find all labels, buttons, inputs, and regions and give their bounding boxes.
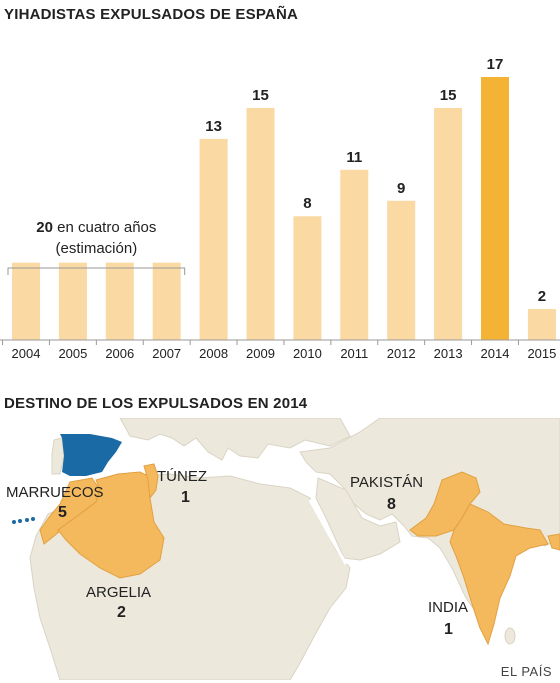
data-label-2011: 11 xyxy=(346,149,362,166)
tick-label-2013: 2013 xyxy=(434,346,463,361)
bar-2009 xyxy=(246,107,275,340)
data-label-2012: 9 xyxy=(397,180,405,197)
chart-title: YIHADISTAS EXPULSADOS DE ESPAÑA xyxy=(4,6,299,23)
data-label-2010: 8 xyxy=(303,195,311,212)
data-label-2014: 17 xyxy=(487,56,504,73)
bar-2013 xyxy=(434,107,463,340)
label-india-value: 1 xyxy=(444,621,453,638)
credit: EL PAÍS xyxy=(500,664,552,679)
data-label-2013: 15 xyxy=(440,87,457,104)
map: MARRUECOS 5 TÚNEZ 1 ARGELIA 2 PAKISTÁN 8… xyxy=(0,418,560,680)
red-sea xyxy=(308,499,348,565)
label-pakistan-name: PAKISTÁN xyxy=(350,474,423,491)
bar-2005 xyxy=(58,262,87,340)
tick-label-2008: 2008 xyxy=(199,346,228,361)
bar-2007 xyxy=(152,262,181,340)
data-label-2009: 15 xyxy=(252,87,269,104)
bar-2014 xyxy=(481,77,509,340)
data-label-2015: 2 xyxy=(538,288,546,305)
tick-label-2006: 2006 xyxy=(105,346,134,361)
label-tunez-value: 1 xyxy=(181,489,190,506)
bangladesh-shape xyxy=(547,533,560,551)
label-marruecos-name: MARRUECOS xyxy=(6,484,104,501)
tick-label-2014: 2014 xyxy=(481,346,510,361)
annotation-value: 20 xyxy=(36,219,53,236)
data-label-2008: 13 xyxy=(205,118,222,135)
label-tunez-name: TÚNEZ xyxy=(157,468,207,485)
india-shape xyxy=(449,503,549,646)
annotation-line2: (estimación) xyxy=(56,240,138,257)
tick-label-2005: 2005 xyxy=(58,346,87,361)
arabia xyxy=(315,477,401,561)
bar-2008 xyxy=(199,138,228,340)
tick-label-2015: 2015 xyxy=(527,346,556,361)
bar-2015 xyxy=(527,309,556,340)
bar-2012 xyxy=(387,200,416,340)
tunisia-shape xyxy=(143,463,159,500)
tick-label-2010: 2010 xyxy=(293,346,322,361)
map-labels: MARRUECOS 5 TÚNEZ 1 ARGELIA 2 PAKISTÁN 8… xyxy=(6,468,468,638)
tick-label-2012: 2012 xyxy=(387,346,416,361)
label-argelia-name: ARGELIA xyxy=(86,584,151,601)
annotation-bracket xyxy=(7,267,186,275)
map-title: DESTINO DE LOS EXPULSADOS EN 2014 xyxy=(4,395,308,412)
annotation-text: en cuatro años xyxy=(57,219,156,236)
spain-shape xyxy=(60,434,122,476)
bar-2006 xyxy=(105,262,134,340)
label-pakistan-value: 8 xyxy=(387,496,396,513)
canary-islands xyxy=(12,517,35,524)
bars-group: 13 15 8 11 9 15 17 2 xyxy=(12,56,556,340)
annotation-line1: 20 en cuatro años xyxy=(36,219,156,236)
label-india-name: INDIA xyxy=(428,599,468,616)
label-marruecos-value: 5 xyxy=(58,504,67,521)
tick-label-2007: 2007 xyxy=(152,346,181,361)
label-argelia-value: 2 xyxy=(117,604,126,621)
bar-2010 xyxy=(293,216,322,340)
tick-label-2004: 2004 xyxy=(12,346,41,361)
x-axis-ticks: 2004 2005 2006 2007 2008 2009 2010 2011 2012 2013… xyxy=(2,340,556,361)
bracket-line xyxy=(7,267,186,275)
tick-label-2011: 2011 xyxy=(340,346,368,361)
sri-lanka xyxy=(504,627,516,645)
bar-2004 xyxy=(12,262,40,340)
tick-label-2009: 2009 xyxy=(246,346,275,361)
europe xyxy=(119,418,351,461)
bar-2011 xyxy=(340,169,369,340)
